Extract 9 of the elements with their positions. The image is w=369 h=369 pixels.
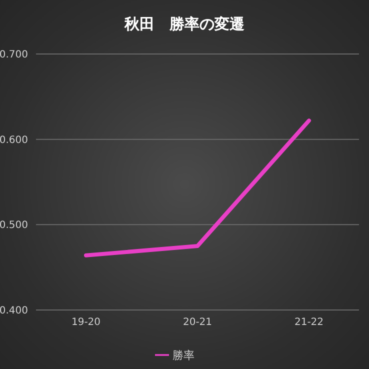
y-tick-label: 0.400 — [0, 306, 28, 317]
x-tick-label: 21-22 — [294, 317, 324, 328]
x-tick-label: 19-20 — [71, 317, 101, 328]
y-tick-label: 0.700 — [0, 50, 28, 61]
chart-title: 秋田 勝率の変遷 — [123, 14, 246, 34]
y-tick-label: 0.600 — [0, 134, 28, 146]
y-tick-label: 0.500 — [0, 220, 28, 232]
x-tick-label: 20-21 — [182, 317, 212, 328]
legend-label: 勝率 — [172, 349, 194, 362]
